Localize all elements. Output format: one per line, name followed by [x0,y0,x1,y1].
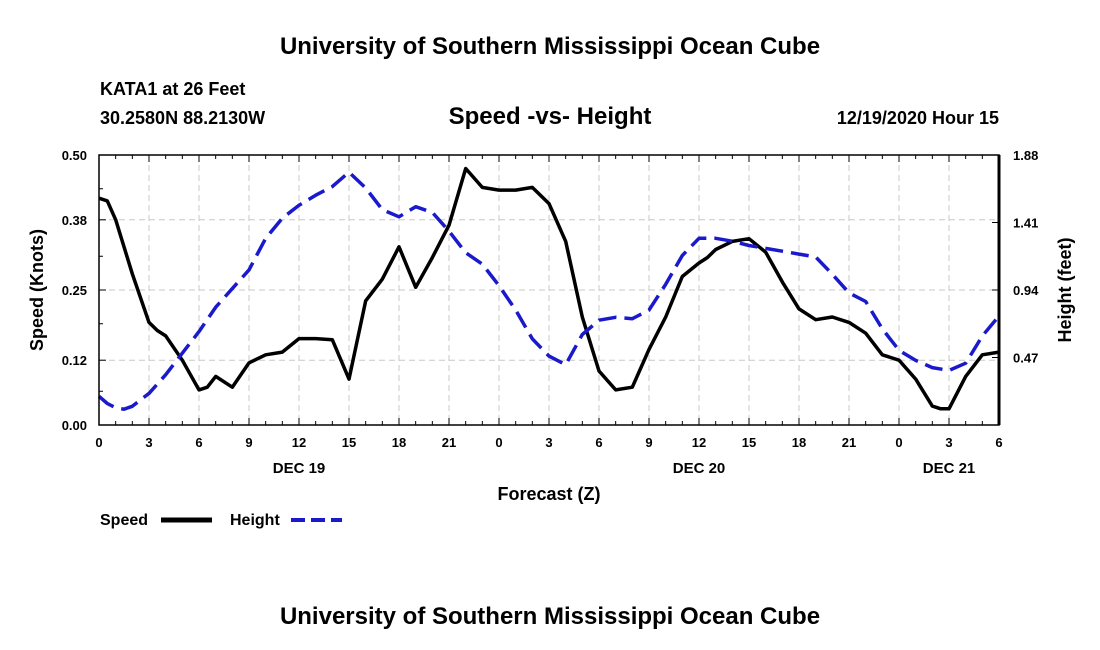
x-tick-label: 21 [842,435,856,450]
data-series [97,166,1001,411]
y-tick-label: 0.12 [62,353,87,368]
x-tick-label: 12 [292,435,306,450]
x-tick-label: 15 [742,435,756,450]
coords-label: 30.2580N 88.2130W [100,108,265,128]
x-tick-label: 0 [95,435,102,450]
y2-tick-label: 0.94 [1013,283,1039,298]
station-label: KATA1 at 26 Feet [100,79,245,99]
grid-lines [99,155,999,425]
y2-axis-label: Height (feet) [1055,238,1075,343]
y2-tick-label: 1.41 [1013,216,1038,231]
date-label: DEC 20 [673,460,726,477]
x-tick-label: 9 [245,435,252,450]
x-tick-label: 21 [442,435,456,450]
axis-ticks: 0 3 6 9 12 15 18 21 0 3 6 9 12 15 18 21 0 3 6 0.00 0.12 0.25 0… [62,148,1039,477]
x-tick-label: 18 [792,435,806,450]
chart-title: Speed -vs- Height [449,103,652,130]
legend-speed-label: Speed [100,512,148,529]
org-title: University of Southern Mississippi Ocean… [280,33,820,60]
x-tick-label: 15 [342,435,356,450]
x-tick-label: 0 [895,435,902,450]
x-tick-label: 18 [392,435,406,450]
x-tick-label: 3 [945,435,952,450]
x-tick-label: 12 [692,435,706,450]
x-tick-label: 6 [195,435,202,450]
x-tick-label: 0 [495,435,502,450]
x-tick-label: 3 [545,435,552,450]
y-axis-label: Speed (Knots) [27,229,47,351]
x-axis-label: Forecast (Z) [497,484,600,504]
footer-org-title: University of Southern Mississippi Ocean… [280,603,820,630]
height-series-line [97,170,1001,411]
y-tick-label: 0.38 [62,213,87,228]
date-label: DEC 19 [273,460,326,477]
y-tick-label: 0.00 [62,418,87,433]
y2-tick-label: 0.47 [1013,351,1038,366]
x-tick-label: 6 [995,435,1002,450]
x-tick-label: 3 [145,435,152,450]
y-tick-label: 0.25 [62,283,87,298]
speed-series-line [98,166,1000,411]
datetime-label: 12/19/2020 Hour 15 [837,108,999,128]
x-tick-label: 6 [595,435,602,450]
y2-tick-label: 1.88 [1013,148,1038,163]
y-tick-label: 0.50 [62,148,87,163]
date-label: DEC 21 [923,460,976,477]
legend-height-label: Height [230,512,280,529]
x-tick-label: 9 [645,435,652,450]
